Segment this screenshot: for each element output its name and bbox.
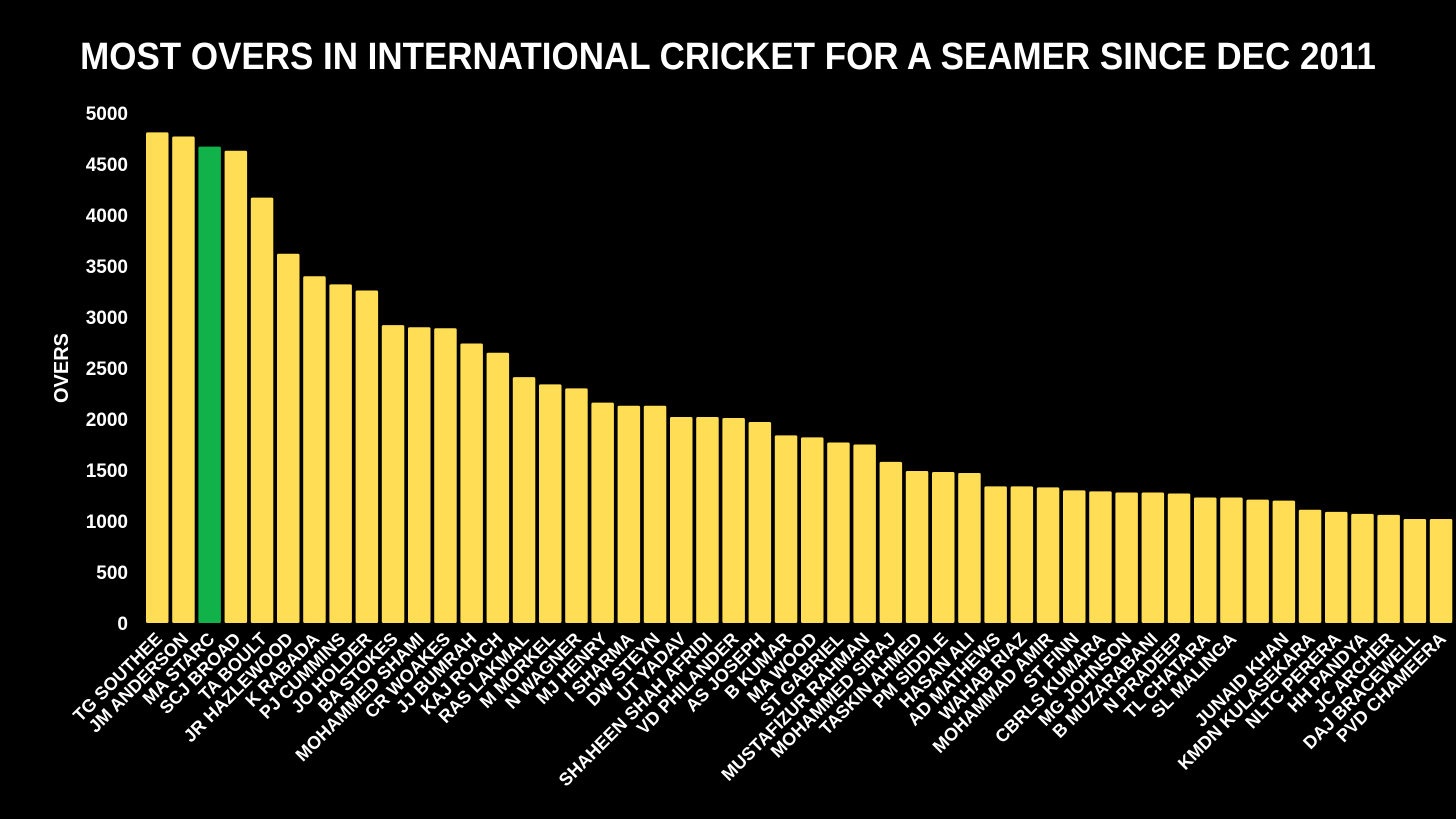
y-tick-label: 5000: [86, 104, 128, 125]
bar: [984, 486, 1007, 623]
bar: [879, 461, 903, 623]
bar: [1036, 487, 1060, 623]
y-tick-label: 3500: [86, 257, 128, 278]
bar: [1194, 497, 1217, 623]
bar: [408, 327, 431, 623]
bar: [801, 437, 824, 623]
bar: [1063, 490, 1086, 623]
y-tick-label: 4000: [86, 206, 128, 227]
y-tick-label: 1000: [86, 512, 128, 533]
bar: [774, 435, 798, 623]
bar: [958, 473, 981, 623]
y-axis-title: OVERS: [51, 333, 73, 403]
bar: [1167, 493, 1191, 623]
bar: [722, 417, 745, 623]
bar: [486, 352, 510, 623]
bar: [1246, 499, 1269, 623]
bar: [748, 422, 772, 623]
bar: [1115, 492, 1138, 623]
bar: [905, 471, 929, 623]
bar: [381, 325, 405, 623]
bar: [1429, 518, 1453, 623]
bar: [224, 150, 248, 624]
y-tick-label: 1500: [86, 461, 128, 482]
bar: [591, 402, 614, 623]
bar: [1298, 509, 1322, 623]
bar: [146, 132, 169, 623]
y-tick-label: 2500: [86, 359, 128, 380]
bar: [355, 290, 379, 623]
bar: [1325, 511, 1348, 623]
bar: [1141, 492, 1165, 623]
bar: [512, 377, 536, 623]
y-tick-label: 0: [117, 614, 128, 635]
bar: [434, 328, 457, 623]
bar: [827, 442, 850, 623]
bar: [853, 444, 876, 623]
bar: [1377, 514, 1400, 623]
bar: [643, 405, 667, 623]
bar: [617, 405, 641, 623]
bar: [670, 416, 693, 623]
y-tick-label: 500: [96, 563, 128, 584]
bar: [198, 146, 221, 623]
chart-title: MOST OVERS IN INTERNATIONAL CRICKET FOR …: [80, 36, 1376, 78]
bar: [1010, 486, 1034, 623]
bar: [539, 384, 562, 623]
bar: [696, 416, 719, 623]
y-tick-label: 3000: [86, 308, 128, 329]
bar: [172, 136, 195, 623]
bar: [1220, 497, 1243, 623]
bar: [303, 276, 326, 623]
bar: [1351, 513, 1374, 623]
bars: [146, 132, 1453, 624]
y-tick-label: 4500: [86, 155, 128, 176]
bar: [277, 253, 300, 623]
bar: [329, 284, 352, 623]
bar: [1089, 491, 1112, 623]
bar: [1272, 500, 1296, 623]
bar: [565, 388, 588, 623]
bar: [250, 197, 274, 623]
bar: [932, 472, 955, 623]
bar: [460, 343, 483, 623]
y-tick-label: 2000: [86, 410, 128, 431]
bar: [1403, 518, 1427, 623]
y-axis-ticks: 0 500 1000 1500 2000 2500 3000 3500 4000 4500 5000: [86, 104, 128, 635]
